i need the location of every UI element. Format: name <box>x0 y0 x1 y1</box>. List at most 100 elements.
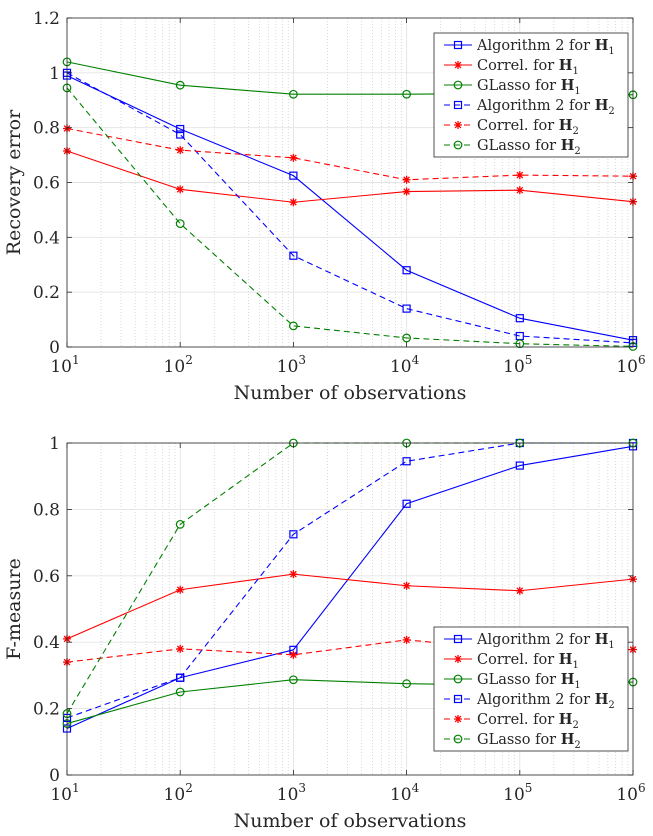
data-point <box>402 499 411 508</box>
y-tick-label: 1 <box>49 64 60 84</box>
data-point <box>176 130 185 139</box>
data-point <box>402 333 412 343</box>
data-point <box>289 198 298 207</box>
data-point <box>402 457 411 466</box>
y-tick-label: 0 <box>49 766 60 786</box>
legend-entry-label: Algorithm 2 for H2 <box>476 97 615 117</box>
series-line <box>66 75 634 341</box>
legend-marker <box>453 634 463 644</box>
legend-marker <box>454 655 462 663</box>
y-tick-label: 0.2 <box>33 283 60 303</box>
data-point <box>175 219 185 229</box>
x-tick-label: 105 <box>503 353 532 377</box>
legend-entry-label: GLasso for H2 <box>477 137 581 157</box>
y-tick-label: 0.6 <box>33 174 60 194</box>
series-line <box>66 445 634 730</box>
y-tick-label: 0.2 <box>33 700 60 720</box>
data-point <box>402 175 411 184</box>
x-tick-label: 104 <box>390 781 420 805</box>
y-tick-label: 0.4 <box>33 228 60 248</box>
x-tick-label: 101 <box>50 781 79 805</box>
data-point <box>176 124 185 134</box>
data-point <box>402 304 411 313</box>
data-point <box>176 185 185 194</box>
legend-entry-label: GLasso for H1 <box>477 77 581 97</box>
data-point <box>175 80 185 90</box>
x-tick-label: 106 <box>616 353 645 377</box>
legend-marker <box>453 80 463 90</box>
y-tick-label: 0.4 <box>33 633 60 653</box>
data-point <box>175 519 185 529</box>
data-point <box>289 570 298 579</box>
y-tick-label: 0.8 <box>33 500 60 520</box>
x-tick-label: 103 <box>277 353 306 377</box>
legend-entry-label: Algorithm 2 for H2 <box>476 691 615 711</box>
legend-entry-label: Correl. for H2 <box>477 711 579 731</box>
legend-entry-label: Correl. for H1 <box>477 57 579 77</box>
data-point <box>515 171 524 180</box>
y-tick-label: 0.8 <box>33 119 60 139</box>
data-point <box>515 586 524 595</box>
legend-marker <box>453 694 463 704</box>
x-tick-label: 105 <box>503 781 532 805</box>
data-point <box>515 186 524 195</box>
x-axis-label: Number of observations <box>234 382 467 404</box>
y-tick-label: 1.2 <box>33 9 60 29</box>
x-tick-label: 102 <box>164 781 193 805</box>
data-point <box>289 171 298 180</box>
data-point <box>402 679 412 689</box>
data-point <box>175 687 185 697</box>
data-point <box>402 581 411 590</box>
legend-marker <box>453 734 463 744</box>
axes-box <box>66 442 634 776</box>
y-tick-label: 0.6 <box>33 567 60 587</box>
data-point <box>402 187 411 196</box>
data-point <box>515 461 524 470</box>
y-axis-label: F-measure <box>3 558 25 660</box>
legend-entry-label: Correl. for H2 <box>477 117 579 137</box>
series-line <box>66 72 634 344</box>
y-tick-label: 1 <box>49 434 60 454</box>
data-point <box>289 321 298 331</box>
data-point <box>289 89 298 99</box>
data-point <box>515 339 525 349</box>
data-point <box>289 153 298 162</box>
legend-entry-label: Algorithm 2 for H1 <box>476 631 615 651</box>
data-point <box>289 675 298 685</box>
legend-marker <box>454 121 462 129</box>
x-tick-label: 104 <box>390 353 420 377</box>
x-tick-label: 102 <box>164 353 193 377</box>
legend-box <box>433 626 629 752</box>
legend-marker <box>453 674 463 684</box>
series-line <box>66 150 634 203</box>
legend-marker <box>454 715 462 723</box>
x-tick-label: 101 <box>50 353 79 377</box>
legend-entry-label: GLasso for H2 <box>477 731 581 751</box>
data-point <box>289 251 298 260</box>
series-line <box>66 573 634 640</box>
legend-marker <box>453 140 463 150</box>
x-tick-label: 103 <box>277 781 306 805</box>
data-point <box>402 635 411 644</box>
data-point <box>176 146 185 155</box>
legend-box <box>433 32 629 158</box>
recovery-error-chart: 101 102 103 104 105 106 0 0.2 0.4 0.6 0.8 1 1.2 Numbe… <box>3 9 646 404</box>
legend-marker <box>453 100 463 110</box>
data-point <box>176 673 185 682</box>
data-point <box>402 89 412 99</box>
x-tick-label: 106 <box>616 781 645 805</box>
legend-marker <box>453 40 463 50</box>
legend-entry-label: Correl. for H1 <box>477 651 579 671</box>
y-tick-label: 0 <box>49 338 60 358</box>
data-point <box>289 650 298 659</box>
legend-entry-label: GLasso for H1 <box>477 671 581 691</box>
data-point <box>176 585 185 594</box>
data-point <box>515 314 524 323</box>
series-line <box>66 87 634 347</box>
data-point <box>176 644 185 653</box>
data-point <box>289 530 298 539</box>
data-point <box>402 266 411 275</box>
x-axis-label: Number of observations <box>234 810 467 831</box>
